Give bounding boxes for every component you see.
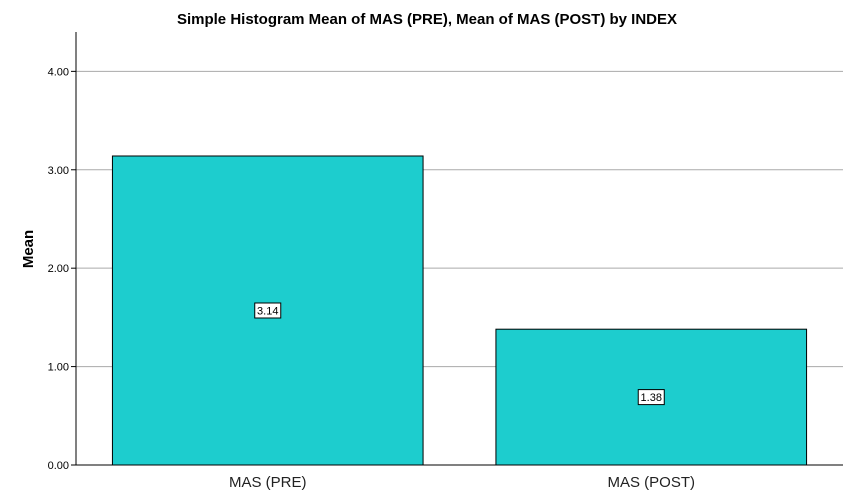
x-tick-labels: MAS (PRE) MAS (POST): [229, 474, 695, 491]
data-label: 1.38: [641, 392, 662, 404]
y-tick-label: 4.00: [48, 66, 69, 78]
x-tick-label: MAS (POST): [607, 474, 695, 491]
x-tick-label: MAS (PRE): [229, 474, 307, 491]
y-axis-label: Mean: [20, 230, 37, 268]
data-label-box: [254, 302, 282, 319]
y-tick-label: 1.00: [48, 362, 69, 374]
y-tick-label: 2.00: [48, 263, 69, 275]
y-tick-label: 0.00: [48, 460, 69, 472]
axes: [71, 32, 843, 466]
data-label-box: [637, 389, 665, 406]
bars: [111, 155, 808, 466]
y-tick-label: 3.00: [48, 165, 69, 177]
data-labels: 3.14 1.38: [254, 302, 665, 406]
chart-title: Simple Histogram Mean of MAS (PRE), Mean…: [177, 11, 677, 28]
y-tick-labels: 0.00 1.00 2.00 3.00 4.00: [48, 66, 69, 472]
data-label: 3.14: [257, 305, 278, 317]
